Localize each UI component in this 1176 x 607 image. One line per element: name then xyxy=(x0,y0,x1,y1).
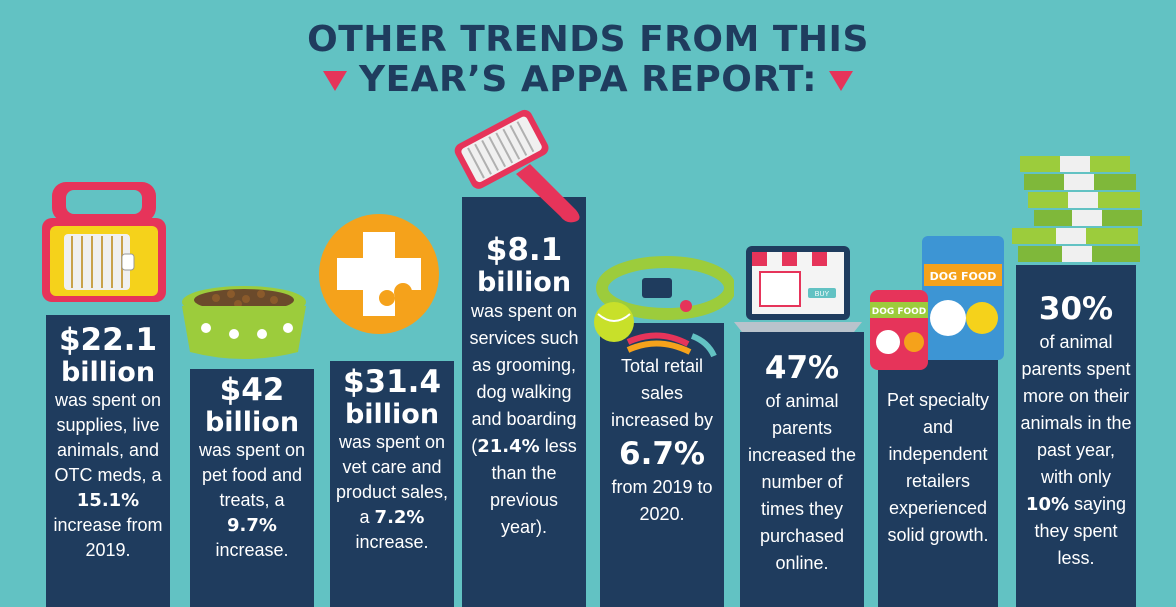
title-line-1: OTHER TRENDS FROM THIS xyxy=(307,19,869,60)
svg-text:BUY: BUY xyxy=(815,291,830,298)
stat-description: Pet specialty and independent retailers … xyxy=(886,390,990,545)
page-title: OTHER TRENDS FROM THIS YEAR’S APPA REPOR… xyxy=(0,20,1176,100)
stat-unit: billion xyxy=(476,267,572,298)
triangle-left-icon xyxy=(323,71,347,91)
stat-column-online: 47% of animal parents increased the numb… xyxy=(740,332,864,607)
vet-cross-icon xyxy=(319,214,439,334)
triangle-right-icon xyxy=(829,71,853,91)
stat-column-food: $42 billion was spent on pet food and tr… xyxy=(190,369,314,607)
money-stack-icon xyxy=(1012,156,1142,262)
stat-percent: 7.2% xyxy=(374,507,425,528)
stat-unit: billion xyxy=(204,407,300,438)
stat-amount: $31.4 xyxy=(342,364,442,400)
can-label: DOG FOOD xyxy=(872,307,927,317)
stat-description: of animal parents increased the number o… xyxy=(747,391,857,573)
pet-food-bowl-icon xyxy=(182,286,306,359)
stat-description: of animal parents spent more on their an… xyxy=(1020,332,1132,568)
stat-description: was spent on vet care and product sales,… xyxy=(335,432,449,552)
stat-unit: billion xyxy=(60,357,156,388)
stat-column-supplies: $22.1 billion was spent on supplies, liv… xyxy=(46,315,170,607)
stat-amount: $8.1 xyxy=(485,232,563,268)
stat-percent: 6.7% xyxy=(619,436,705,472)
stat-percent: 15.1% xyxy=(76,490,140,511)
stat-description: Total retail sales increased by xyxy=(610,356,714,430)
stat-percent: 9.7% xyxy=(227,515,277,536)
dog-collar-toy-icon xyxy=(594,256,734,358)
stat-description-after: from 2019 to 2020. xyxy=(611,477,713,524)
stat-amount: $22.1 xyxy=(58,322,158,358)
stat-description: was spent on pet food and treats, a 9.7%… xyxy=(198,440,306,560)
pet-carrier-icon xyxy=(42,182,166,302)
stat-amount: $42 xyxy=(219,372,285,408)
stat-percent: 21.4% xyxy=(477,436,540,457)
title-line-2: YEAR’S APPA REPORT: xyxy=(0,60,1176,100)
stat-amount: 47% xyxy=(764,350,840,386)
stat-column-retail: Total retail sales increased by 6.7% fro… xyxy=(600,323,724,607)
stat-description: was spent on services such as grooming, … xyxy=(469,301,579,537)
dog-food-icon: DOG FOOD DOG FOOD xyxy=(870,236,1004,370)
bag-label: DOG FOOD xyxy=(930,270,997,283)
stat-amount: 30% xyxy=(1038,291,1114,327)
grooming-brush-icon xyxy=(454,109,580,223)
stat-column-vet: $31.4 billion was spent on vet care and … xyxy=(330,361,454,607)
stat-description: was spent on supplies, live animals, and… xyxy=(53,390,163,560)
stat-unit: billion xyxy=(344,399,440,430)
laptop-shop-icon: BUY xyxy=(734,246,862,332)
title-line-2-text: YEAR’S APPA REPORT: xyxy=(359,59,817,100)
stat-percent: 10% xyxy=(1025,494,1070,515)
stat-column-specialty: Pet specialty and independent retailers … xyxy=(878,359,998,607)
stat-column-services: $8.1 billion was spent on services such … xyxy=(462,197,586,607)
stat-column-spending: 30% of animal parents spent more on thei… xyxy=(1016,265,1136,607)
